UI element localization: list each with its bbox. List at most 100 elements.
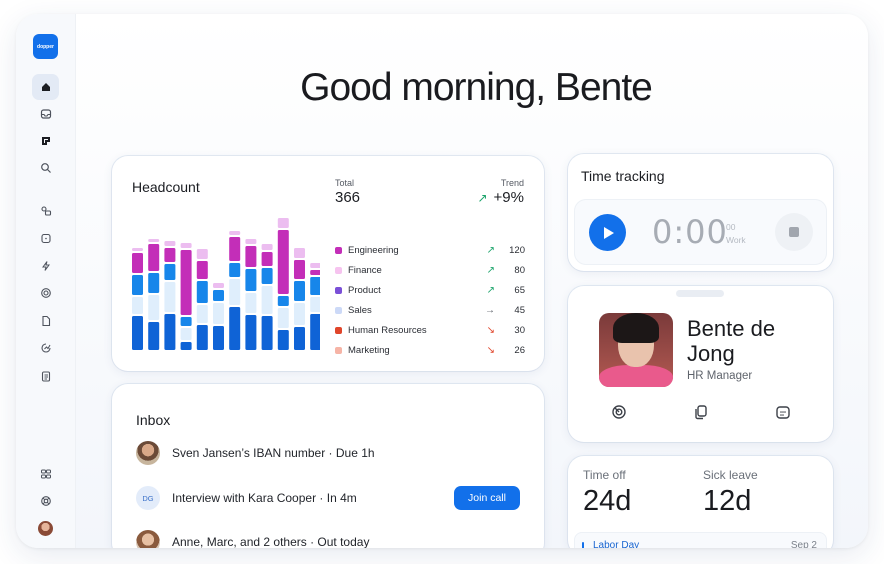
sidebar-item-document[interactable] xyxy=(32,308,59,334)
sick-leave-value: 12d xyxy=(703,485,752,517)
headcount-card[interactable]: Headcount Total 366 Trend ↗ +9% Engineer… xyxy=(112,156,544,371)
legend-label: Engineering xyxy=(348,244,399,256)
trend-down-icon: ↘ xyxy=(486,324,495,336)
bar-segment-9-4 xyxy=(261,252,273,266)
sidebar-item-calendar[interactable] xyxy=(32,225,59,251)
trend-value-group: ↗ +9% xyxy=(477,189,524,206)
profile-copy-button[interactable] xyxy=(693,404,709,420)
legend-value: 30 xyxy=(514,324,525,336)
bar-segment-4-1 xyxy=(180,342,192,350)
stop-icon xyxy=(789,227,799,237)
legend-swatch xyxy=(335,346,342,354)
lightning-icon xyxy=(41,261,50,271)
stop-button[interactable] xyxy=(775,213,813,251)
legend-row-marketing: Marketing ↘ 26 xyxy=(335,340,525,360)
bar-segment-12-4 xyxy=(310,270,320,275)
profile-calendar-button[interactable] xyxy=(775,404,791,420)
sidebar-item-lightning[interactable] xyxy=(32,253,59,279)
sidebar-item-home[interactable] xyxy=(32,74,59,100)
inbox-title: Inbox xyxy=(136,412,171,428)
calendar-icon xyxy=(776,406,790,419)
apps-icon xyxy=(40,469,51,479)
bar-segment-4-3 xyxy=(180,317,192,326)
sidebar-item-people[interactable] xyxy=(32,198,59,224)
bar-segment-1-3 xyxy=(132,275,143,295)
sidebar-item-inbox[interactable] xyxy=(32,101,59,127)
bar-segment-8-5 xyxy=(245,239,257,244)
legend-swatch xyxy=(335,286,342,294)
legend-value: 26 xyxy=(514,344,525,356)
time-off-label: Time off xyxy=(583,468,626,482)
bar-segment-3-1 xyxy=(164,314,176,350)
sidebar-item-hub[interactable] xyxy=(32,128,59,154)
greeting-title: Good morning, Bente xyxy=(300,66,653,109)
bar-segment-7-5 xyxy=(229,231,241,235)
copy-icon xyxy=(695,405,707,420)
time-off-card: Time off 24d Sick leave 12d Labor Day Se… xyxy=(568,456,833,548)
join-call-button[interactable]: Join call xyxy=(454,486,520,510)
trend-up-icon: ↗ xyxy=(486,264,495,276)
holiday-date: Sep 2 xyxy=(790,540,817,548)
inbox-item-text: Sven Jansen’s IBAN number · Due 1h xyxy=(172,446,375,460)
timer-mode: Work xyxy=(726,235,746,245)
legend-value: 80 xyxy=(514,264,525,276)
sidebar-item-apps[interactable] xyxy=(32,461,59,487)
time-off-value: 24d xyxy=(583,485,632,517)
bar-segment-11-4 xyxy=(294,260,305,279)
upcoming-holiday[interactable]: Labor Day Sep 2 xyxy=(574,532,827,548)
sidebar-item-search[interactable] xyxy=(32,155,59,181)
avatar: DG xyxy=(136,486,160,510)
help-icon xyxy=(40,496,51,506)
legend-swatch xyxy=(335,326,342,334)
profile-role: HR Manager xyxy=(687,370,753,382)
user-avatar[interactable] xyxy=(38,521,53,536)
inbox-item[interactable]: DG Interview with Kara Cooper · In 4m xyxy=(136,485,357,511)
sidebar-item-clipboard[interactable] xyxy=(32,363,59,389)
main-content: Good morning, Bente Headcount Total 366 … xyxy=(76,14,868,548)
bar-segment-9-3 xyxy=(261,268,273,284)
bar-segment-5-2 xyxy=(196,305,208,323)
legend-label: Finance xyxy=(348,264,382,276)
timer-sub: 00 Work xyxy=(726,221,746,247)
analytics-icon xyxy=(40,343,51,353)
total-label: Total xyxy=(335,178,355,188)
bar-segment-2-4 xyxy=(148,244,160,271)
bar-segment-2-5 xyxy=(148,239,160,242)
bar-segment-4-5 xyxy=(180,243,192,248)
bar-segment-12-2 xyxy=(310,297,320,312)
profile-target-button[interactable] xyxy=(611,404,627,420)
bar-segment-10-1 xyxy=(277,330,289,350)
sidebar-item-analytics[interactable] xyxy=(32,335,59,361)
legend-swatch xyxy=(335,246,342,254)
sidebar-item-help[interactable] xyxy=(32,488,59,514)
avatar xyxy=(136,441,160,465)
bar-segment-8-2 xyxy=(245,293,257,313)
play-button[interactable] xyxy=(589,214,626,251)
bar-segment-4-4 xyxy=(180,250,192,315)
bar-segment-6-5 xyxy=(213,283,224,288)
logo[interactable]: dopper xyxy=(33,34,58,59)
bar-segment-12-1 xyxy=(310,314,320,350)
inbox-item[interactable]: Sven Jansen’s IBAN number · Due 1h xyxy=(136,440,375,466)
legend-value: 120 xyxy=(509,244,525,256)
profile-name: Bente de Jong xyxy=(687,316,776,366)
inbox-item[interactable]: Anne, Marc, and 2 others · Out today xyxy=(136,529,369,548)
target-icon xyxy=(40,288,51,298)
inbox-icon xyxy=(40,109,51,119)
bar-segment-2-1 xyxy=(148,322,160,350)
holiday-marker xyxy=(582,542,584,548)
bar-segment-5-4 xyxy=(196,261,208,279)
headcount-chart xyxy=(132,218,320,350)
legend-value: 45 xyxy=(514,304,525,316)
legend-row-product: Product ↗ 65 xyxy=(335,280,525,300)
sidebar: dopper xyxy=(16,14,76,548)
timer-panel: 0:00 00 Work xyxy=(574,199,827,265)
profile-card: Bente de Jong HR Manager xyxy=(568,286,833,442)
legend-swatch xyxy=(335,306,342,314)
trend-up-icon: ↗ xyxy=(486,244,495,256)
legend-swatch xyxy=(335,266,342,274)
legend-label: Sales xyxy=(348,304,372,316)
bar-segment-7-1 xyxy=(229,307,241,350)
legend-label: Human Resources xyxy=(348,324,427,336)
sidebar-item-target[interactable] xyxy=(32,280,59,306)
